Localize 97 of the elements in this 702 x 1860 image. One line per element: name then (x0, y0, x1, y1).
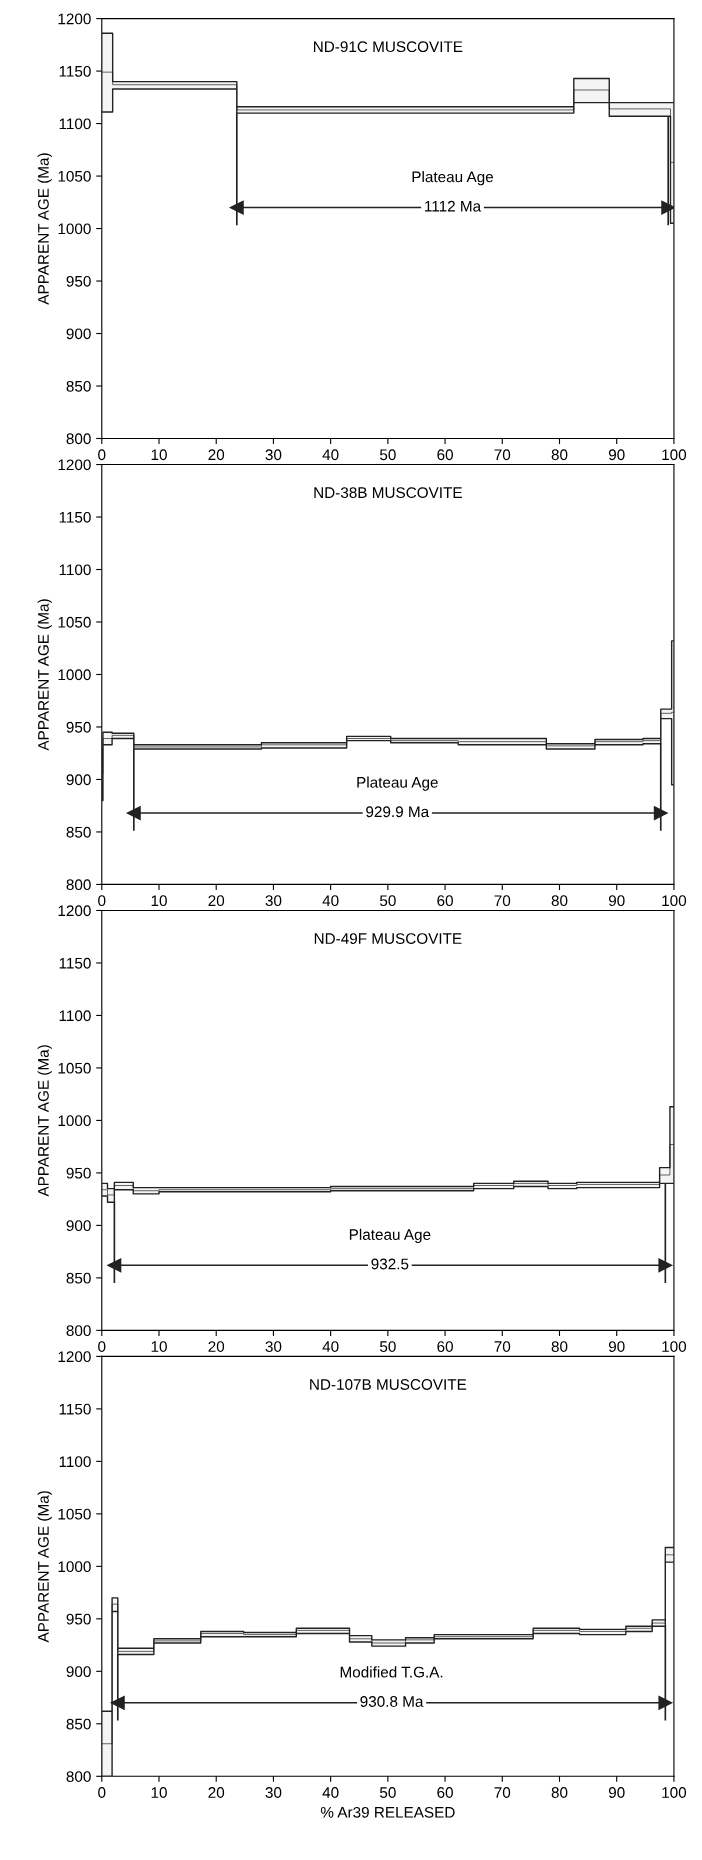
x-tick-label: 70 (494, 1341, 511, 1352)
annotation: 930.8 Ma (360, 1696, 424, 1707)
y-tick-label: 900 (66, 328, 91, 340)
y-tick-label: 850 (66, 1718, 91, 1730)
y-tick-label: 1000 (58, 1115, 91, 1127)
y-tick-label: 1100 (59, 1456, 91, 1468)
x-tick-label: 20 (208, 1341, 225, 1352)
y-tick-label: 850 (66, 380, 91, 392)
x-tick-label: 60 (437, 1787, 453, 1798)
x-tick-label: 100 (662, 1341, 687, 1352)
y-axis-title: APPARENT AGE (Ma) (37, 1045, 52, 1197)
y-tick-label: 900 (66, 1220, 91, 1232)
x-tick-label: 0 (98, 1787, 106, 1798)
text: ND-107B MUSCOVITE (310, 1379, 467, 1390)
x-tick-label: 0 (98, 449, 106, 461)
x-tick-label: 40 (322, 1787, 339, 1798)
x-tick-label: 100 (662, 1787, 687, 1798)
annotation: 932.5 (371, 1258, 409, 1270)
x-tick-label: 80 (551, 1341, 568, 1352)
y-tick-label: 950 (66, 1167, 91, 1179)
y-axis-title: APPARENT AGE (Ma) (37, 1491, 52, 1643)
x-tick-label: 10 (151, 449, 167, 461)
x-tick-label: 80 (551, 1787, 568, 1798)
y-tick-label: 1100 (59, 118, 91, 130)
x-tick-label: 70 (494, 895, 511, 907)
x-tick-label: 0 (98, 1341, 106, 1352)
x-tick-label: 50 (379, 449, 396, 461)
x-tick-label: 30 (265, 1787, 282, 1798)
x-tick-label: 100 (662, 895, 687, 907)
y-tick-label: 1000 (58, 1561, 91, 1573)
x-tick-label: 50 (379, 1787, 396, 1798)
x-tick-label: 70 (494, 1787, 511, 1798)
y-tick-label: 950 (66, 721, 91, 733)
x-tick-label: 30 (265, 1341, 282, 1352)
x-tick-label: 60 (437, 1341, 453, 1352)
y-tick-label: 1050 (58, 1062, 91, 1074)
x-tick-label: 30 (265, 449, 282, 461)
x-tick-label: 20 (208, 449, 225, 461)
y-tick-label: 800 (66, 1771, 91, 1782)
y-tick-label: 950 (66, 1613, 91, 1625)
x-tick-label: 20 (208, 1787, 225, 1798)
annotation: Plateau Age (412, 171, 494, 186)
y-tick-label: 1150 (59, 511, 91, 523)
x-tick-label: 10 (151, 895, 167, 907)
x-tick-label: 50 (379, 895, 396, 907)
y-tick-label: 800 (66, 433, 91, 445)
y-tick-label: 1200 (58, 905, 91, 917)
x-tick-label: 10 (151, 1341, 167, 1352)
y-tick-label: 1150 (59, 957, 91, 969)
x-tick-label: 50 (379, 1341, 396, 1352)
x-tick-label: 100 (662, 449, 687, 461)
x-tick-label: 60 (437, 449, 453, 461)
x-axis-title: % Ar39 RELEASED (320, 1806, 455, 1818)
y-tick-label: 1150 (59, 65, 91, 77)
x-tick-label: 40 (322, 895, 339, 907)
annotation: Plateau Age (357, 776, 438, 791)
text: ND-38B MUSCOVITE (314, 487, 462, 499)
text: ND-91C MUSCOVITE (313, 41, 463, 53)
annotation: 929.9 Ma (366, 806, 430, 818)
x-tick-label: 40 (322, 1341, 339, 1352)
y-tick-label: 1200 (58, 459, 91, 471)
x-tick-label: 80 (551, 449, 568, 461)
y-axis-title: APPARENT AGE (Ma) (37, 599, 52, 751)
x-tick-label: 90 (608, 895, 625, 907)
x-tick-label: 40 (322, 449, 339, 461)
y-tick-label: 1050 (58, 616, 91, 628)
x-tick-label: 90 (608, 1341, 625, 1352)
y-tick-label: 1150 (59, 1403, 91, 1415)
y-axis-title: APPARENT AGE (Ma) (37, 153, 52, 305)
y-tick-label: 1000 (58, 223, 91, 235)
text: ND-49F MUSCOVITE (314, 933, 462, 944)
y-tick-label: 1100 (59, 1010, 91, 1022)
x-tick-label: 10 (151, 1787, 167, 1798)
x-tick-label: 0 (98, 895, 106, 907)
x-tick-label: 90 (608, 449, 625, 461)
y-tick-label: 900 (66, 774, 91, 786)
x-tick-label: 70 (494, 449, 511, 461)
y-tick-label: 800 (66, 879, 91, 891)
x-tick-label: 20 (208, 895, 225, 907)
annotation: 1112 Ma (425, 200, 482, 212)
annotation: Modified T.G.A. (340, 1666, 443, 1678)
annotation: Plateau Age (349, 1228, 431, 1244)
y-tick-label: 850 (66, 1272, 91, 1284)
y-tick-label: 950 (66, 275, 91, 287)
y-tick-label: 900 (66, 1666, 91, 1678)
y-tick-label: 1050 (58, 170, 91, 182)
x-tick-label: 30 (265, 895, 282, 907)
y-tick-label: 1200 (58, 1351, 91, 1363)
x-tick-label: 80 (551, 895, 568, 907)
y-tick-label: 850 (66, 826, 91, 838)
y-tick-label: 1050 (58, 1508, 91, 1520)
x-tick-label: 60 (437, 895, 453, 907)
y-tick-label: 1100 (59, 564, 91, 576)
x-tick-label: 90 (608, 1787, 625, 1798)
y-tick-label: 800 (66, 1325, 91, 1337)
y-tick-label: 1200 (58, 13, 91, 25)
y-tick-label: 1000 (58, 669, 91, 681)
